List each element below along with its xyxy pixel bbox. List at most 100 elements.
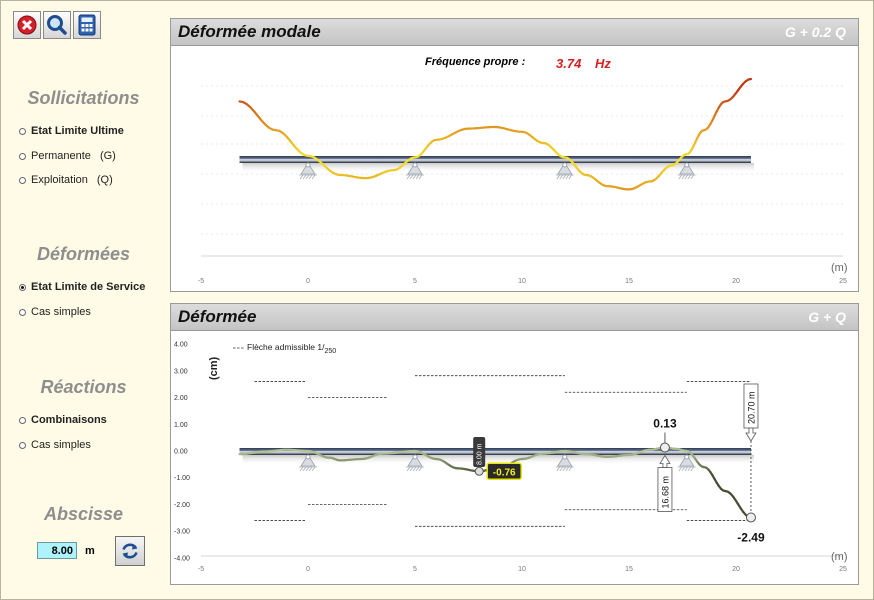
support [406,162,424,180]
radio-label: Etat Limite de Service [31,281,146,293]
support-triangle [679,162,695,175]
frequency-unit: Hz [594,56,611,71]
x-tick-label: 25 [839,566,847,573]
radio-etat-limite-ultime[interactable]: Etat Limite Ultime [19,125,124,137]
radio-dot[interactable] [19,176,26,184]
radio-dot[interactable] [19,441,26,449]
support-hatch [311,174,316,180]
support-triangle [300,162,316,175]
radio-label: Cas simples [31,306,91,318]
radio-deformees-cas-simples[interactable]: Cas simples [19,306,91,318]
x-tick-label: 15 [625,278,633,285]
radio-dot-selected[interactable] [19,283,26,291]
magnifier-icon [47,15,67,35]
support-hatch [556,174,561,180]
y-tick-label: 3.00 [174,368,188,375]
cursor-marker [474,466,484,476]
support-hatch [406,174,411,180]
support-triangle [407,454,423,467]
max-position-label: 16.68 m [660,476,670,509]
y-tick-label: 0.00 [174,449,188,456]
beam-shadow [242,455,754,465]
modal-panel-title: Déformée modale [178,22,321,41]
y-tick-label: -1.00 [174,475,190,482]
x-tick-label: 0 [306,278,310,285]
radio-dot[interactable] [19,308,26,316]
radio-etat-limite-service[interactable]: Etat Limite de Service [19,281,145,293]
radio-extra: (Q) [96,174,113,186]
close-button[interactable] [13,11,41,39]
support-hatch [681,466,686,472]
refresh-icon [122,543,138,559]
deformation-panel-title: Déformée [178,307,257,326]
y-tick-label: 4.00 [174,342,188,349]
radio-label: Permanente [31,150,91,162]
support-hatch [302,466,307,472]
x-tick-label: 5 [413,278,417,285]
calculator-button[interactable] [73,11,101,39]
support-hatch [406,466,411,472]
abscisse-input[interactable] [37,542,77,559]
refresh-button[interactable] [115,536,145,566]
support-hatch [568,174,573,180]
radio-label: Combinaisons [31,414,107,426]
support-hatch [311,466,316,472]
radio-combinaisons[interactable]: Combinaisons [19,414,107,426]
support-hatch [565,174,570,180]
radio-exploitation[interactable]: Exploitation (Q) [19,174,113,186]
y-axis-unit: (cm) [208,356,220,380]
support-triangle [300,454,316,467]
support-triangle [557,454,573,467]
support [299,454,317,472]
support-hatch [305,466,310,472]
support-pin [684,454,690,460]
cursor-position-label: 8.00 m [477,443,484,465]
support [677,454,696,472]
radio-dot[interactable] [19,152,26,160]
support [299,162,317,180]
support-hatch [556,466,561,472]
support-hatch [690,466,695,472]
support-pin [412,454,418,460]
modal-deformation-panel: Déformée modale G + 0.2 Q Fréquence prop… [170,18,859,292]
support-pin [305,162,311,168]
x-tick-label: 0 [306,566,310,573]
support-hatch [409,174,414,180]
legend-subscript: 250 [324,348,336,355]
radio-reactions-cas-simples[interactable]: Cas simples [19,439,91,451]
support-hatch [565,466,570,472]
abscisse-title: Abscisse [43,504,124,524]
support-hatch [678,174,683,180]
max-marker [659,442,670,453]
y-tick-label: -4.00 [174,555,190,562]
y-tick-label: -2.00 [174,502,190,509]
support-hatch [299,466,304,472]
support-pin [684,162,690,168]
y-tick-label: 1.00 [174,422,188,429]
radio-dot[interactable] [19,416,26,424]
deformation-chart: 4.00 3.00 2.00 1.00 0.00 -1.00 -2.00 -3.00 -4.00… [174,342,848,573]
deformation-panel-header: Déformée G + Q [171,304,858,331]
x-tick-label: 20 [732,278,740,285]
modal-deformation-chart: -5 0 5 10 15 20 25 (m) [198,77,848,285]
zoom-button[interactable] [43,11,71,39]
cursor-value-box [486,462,522,481]
legend-text: Flèche admissible 1/ [247,342,325,352]
support-hatch [562,174,567,180]
close-icon [17,15,37,35]
deformation-panel: Déformée G + Q 4.00 3.00 2.00 1.00 0.00 -1.00… [170,303,859,585]
support-hatch [568,466,573,472]
calculator-icon [78,14,96,36]
support [406,454,424,472]
modal-combination-label: G + 0.2 Q [784,24,846,40]
support-hatch [305,174,310,180]
radio-permanente[interactable]: Permanente (G) [19,150,116,162]
deformation-x-unit: (m) [831,551,848,563]
frequency-number: 3.74 [556,56,582,71]
support-hatch [559,466,564,472]
radio-dot[interactable] [19,127,26,135]
min-marker [745,512,756,523]
min-arrow [745,427,757,442]
support [555,162,574,180]
support-hatch [681,174,686,180]
